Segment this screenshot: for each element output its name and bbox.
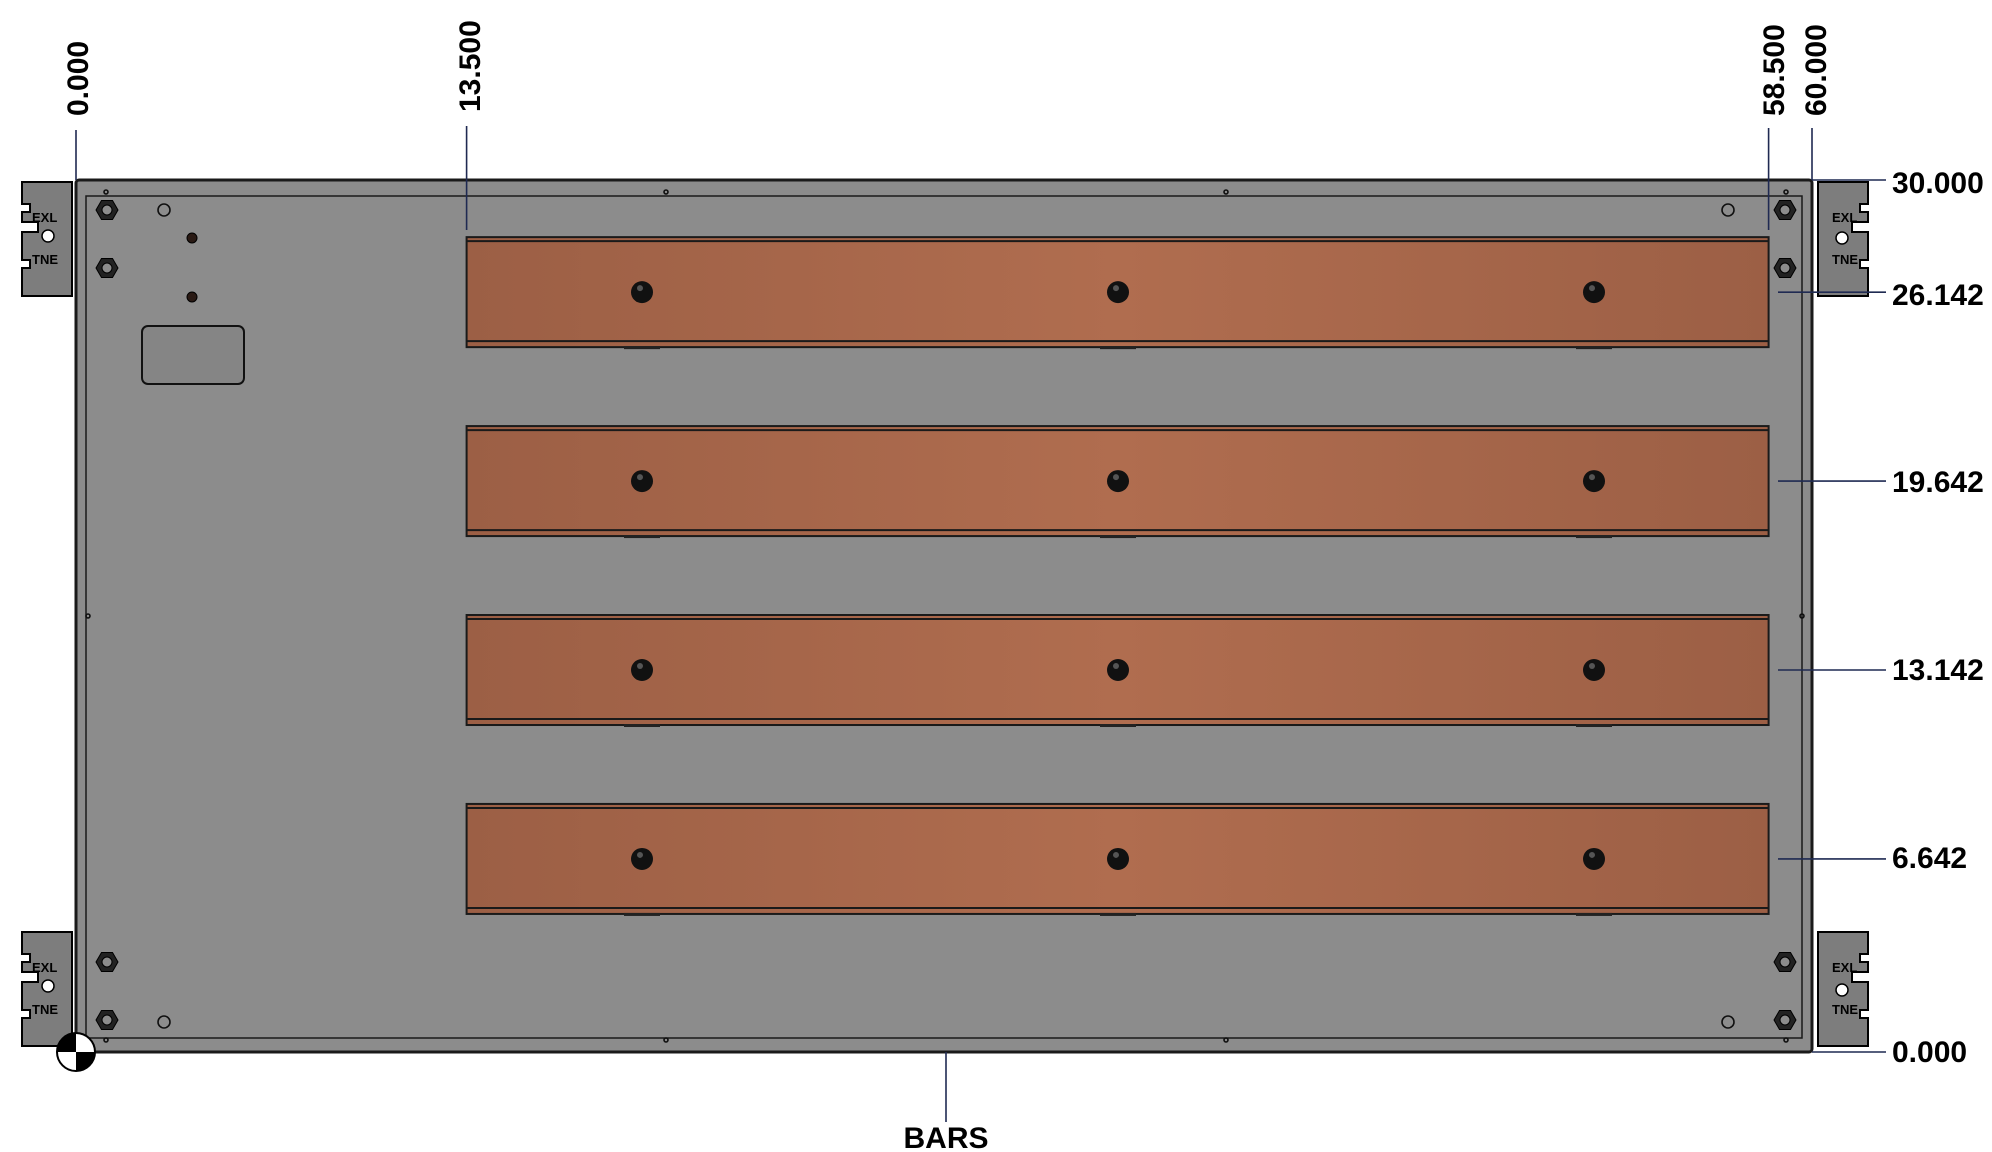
busbar-standoff <box>624 346 660 350</box>
y-dim-label-2: 19.642 <box>1892 466 1984 499</box>
busbar-4 <box>465 802 1770 916</box>
busbar-bolt <box>631 281 653 304</box>
y-dim-label-5: 0.000 <box>1892 1036 1967 1069</box>
busbar-standoff <box>1576 535 1612 539</box>
y-dim-label-3: 13.142 <box>1892 654 1984 687</box>
label-plate <box>141 325 245 385</box>
hex-nut <box>1773 200 1797 220</box>
bracket-mark-tne: TNE <box>32 252 58 267</box>
busbar-bolt-highlight <box>1589 851 1595 858</box>
busbar-2 <box>465 425 1770 539</box>
y-dim-label-1: 26.142 <box>1892 279 1984 312</box>
busbar-3 <box>465 614 1770 728</box>
y-dim-label-4: 6.642 <box>1892 842 1967 875</box>
corner-hole <box>157 203 171 217</box>
busbar-standoff <box>624 912 660 916</box>
busbar-bolt <box>1107 281 1129 304</box>
busbar-1 <box>465 236 1770 350</box>
busbar-bolt-highlight <box>1113 663 1119 670</box>
bracket-mark-tne: TNE <box>1832 252 1858 267</box>
ground-pin <box>186 291 198 303</box>
bracket-mark-exl: EXL <box>1832 210 1857 225</box>
busbar-bolt <box>1583 659 1605 682</box>
busbar-standoff <box>1100 912 1136 916</box>
busbar-standoff <box>1100 724 1136 728</box>
busbar-standoff <box>1100 535 1136 539</box>
busbar-bolt-highlight <box>1589 474 1595 481</box>
origin-marker <box>56 1032 96 1072</box>
mounting-bracket-top-right: EXL TNE <box>1817 181 1869 297</box>
bracket-mark-tne: TNE <box>32 1002 58 1017</box>
busbar-bolt <box>631 470 653 493</box>
hex-nut <box>95 258 119 278</box>
busbar-bolt-highlight <box>637 851 643 858</box>
busbar-bolt <box>631 659 653 682</box>
busbar-bolt <box>1583 847 1605 870</box>
x-dim-label-0: 0.000 <box>62 41 95 116</box>
dimension-leaders <box>75 126 1886 1122</box>
busbar-standoff <box>1576 724 1612 728</box>
busbar-bolt <box>1107 847 1129 870</box>
ground-pin <box>186 232 198 244</box>
corner-hole <box>157 1015 171 1029</box>
busbar-bolt <box>1107 470 1129 493</box>
busbar-bolt <box>631 847 653 870</box>
bracket-mark-exl: EXL <box>32 960 57 975</box>
busbar-bolt <box>1583 281 1605 304</box>
hex-nut <box>95 200 119 220</box>
bars-callout-label: BARS <box>903 1122 988 1152</box>
busbar-bolt-highlight <box>637 285 643 292</box>
mounting-bracket-bottom-left: EXL TNE <box>21 931 73 1047</box>
busbar-standoff <box>1576 912 1612 916</box>
hex-nut <box>1773 952 1797 972</box>
bracket-mark-exl: EXL <box>32 210 57 225</box>
busbar-bolt <box>1107 659 1129 682</box>
hex-nut <box>95 952 119 972</box>
busbar-bolt-highlight <box>1113 851 1119 858</box>
busbar-bolt-highlight <box>1589 285 1595 292</box>
busbar-standoff <box>624 535 660 539</box>
busbar-bolt <box>1583 470 1605 493</box>
x-dim-label-2: 58.500 <box>1758 24 1791 116</box>
busbar-bolt-highlight <box>637 663 643 670</box>
bracket-mark-exl: EXL <box>1832 960 1857 975</box>
busbar-bolt-highlight <box>637 474 643 481</box>
y-dim-label-0: 30.000 <box>1892 167 1984 200</box>
busbar-bolt-highlight <box>1113 474 1119 481</box>
busbars <box>465 236 1770 916</box>
busbar-body <box>465 236 1770 349</box>
busbar-standoff <box>1576 346 1612 350</box>
busbar-standoff <box>624 724 660 728</box>
hex-nut <box>1773 258 1797 278</box>
x-dim-label-3: 60.000 <box>1800 24 1833 116</box>
busbar-bolt-highlight <box>1589 663 1595 670</box>
corner-hole <box>1721 1015 1735 1029</box>
hex-nut <box>95 1010 119 1030</box>
busbar-standoff <box>1100 346 1136 350</box>
hex-nut <box>1773 1010 1797 1030</box>
x-dim-label-1: 13.500 <box>454 20 487 112</box>
mounting-bracket-bottom-right: EXL TNE <box>1817 931 1869 1047</box>
bracket-mark-tne: TNE <box>1832 1002 1858 1017</box>
busbar-bolt-highlight <box>1113 285 1119 292</box>
corner-hole <box>1721 203 1735 217</box>
mounting-bracket-top-left: EXL TNE <box>21 181 73 297</box>
